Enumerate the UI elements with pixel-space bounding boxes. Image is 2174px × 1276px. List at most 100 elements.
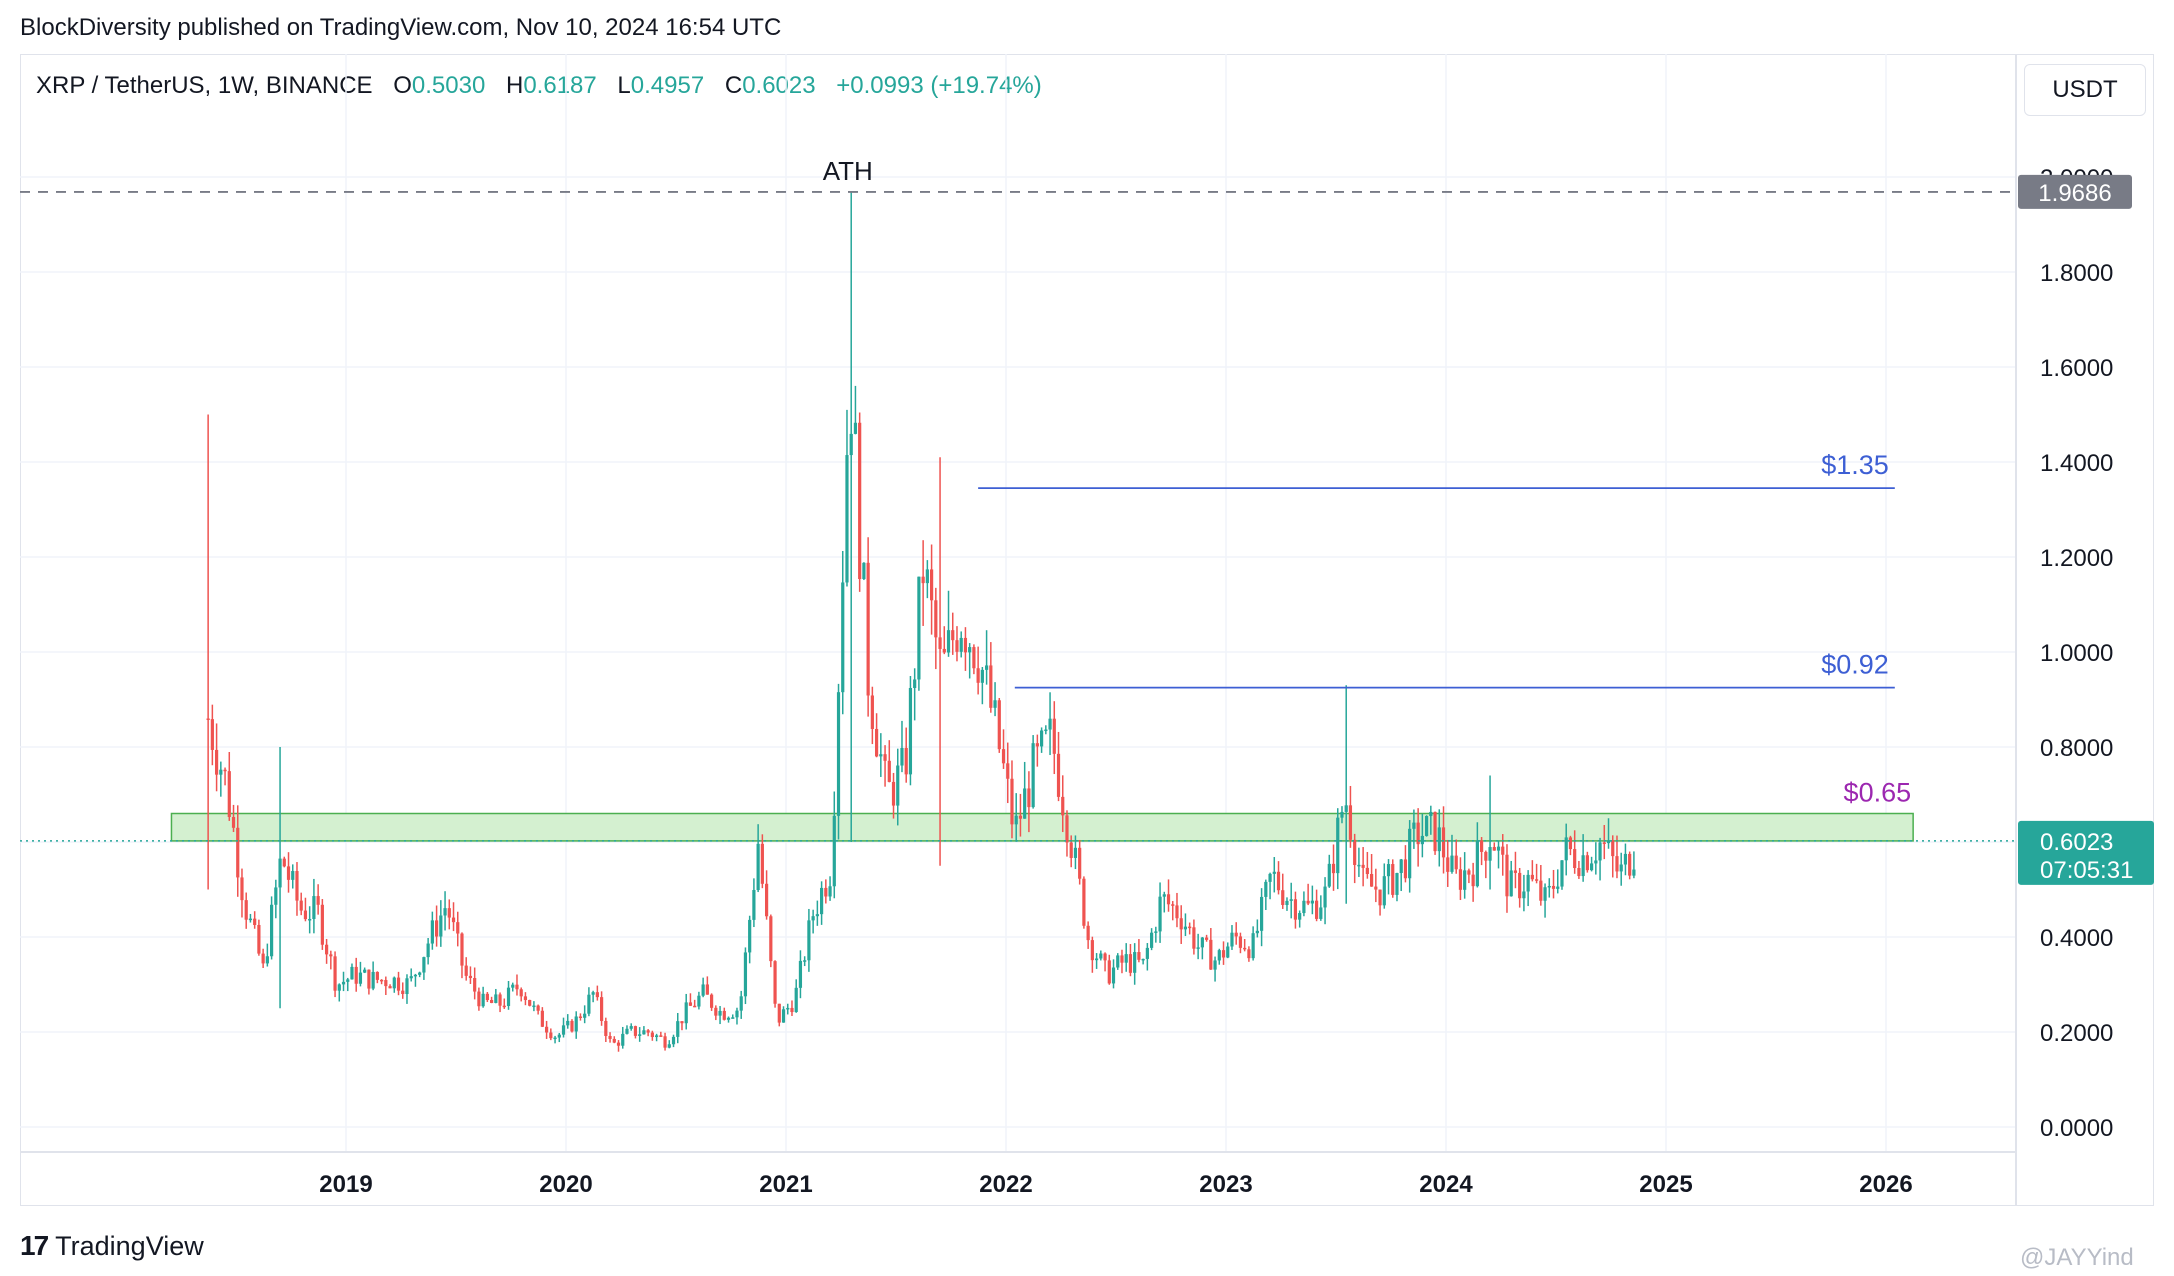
candle-body bbox=[731, 1017, 735, 1019]
candle-body bbox=[1450, 855, 1454, 872]
candle-body bbox=[887, 760, 891, 782]
candle-body bbox=[993, 700, 997, 708]
candle-body bbox=[739, 996, 743, 1011]
candle-body bbox=[684, 1002, 688, 1024]
candle-body bbox=[942, 648, 946, 653]
candle-body bbox=[1374, 886, 1378, 890]
candle-body bbox=[324, 944, 329, 955]
candle-body bbox=[392, 977, 396, 989]
legend-symbol[interactable]: XRP / TetherUS, 1W, BINANCE bbox=[36, 72, 373, 99]
y-tick-label: 1.6000 bbox=[2040, 355, 2113, 382]
candle-body bbox=[1111, 967, 1116, 984]
candle-body bbox=[659, 1035, 663, 1037]
candle-body bbox=[561, 1025, 566, 1035]
candle-body bbox=[1213, 960, 1217, 970]
candle-body bbox=[824, 887, 828, 897]
candle-body bbox=[1340, 811, 1344, 818]
candle-body bbox=[917, 576, 921, 680]
candle-body bbox=[849, 433, 853, 456]
candle-body bbox=[1429, 811, 1433, 817]
x-tick-label: 2021 bbox=[759, 1171, 812, 1198]
candle-body bbox=[756, 843, 760, 891]
tradingview-brand: TradingView bbox=[55, 1230, 204, 1261]
candle-body bbox=[1628, 853, 1632, 876]
candle-body bbox=[1399, 859, 1403, 874]
y-tick-label: 1.0000 bbox=[2040, 640, 2113, 667]
candle-body bbox=[244, 900, 248, 920]
candle-body bbox=[646, 1030, 650, 1033]
candle-body bbox=[1010, 778, 1014, 825]
candle-body bbox=[1501, 846, 1505, 855]
candle-body bbox=[210, 719, 214, 750]
ath-label: ATH bbox=[823, 156, 873, 186]
publisher-line: BlockDiversity published on TradingView.… bbox=[20, 14, 782, 41]
candle-body bbox=[1433, 811, 1437, 852]
candle-body bbox=[1171, 904, 1175, 906]
candle-body bbox=[604, 1020, 608, 1037]
candle-body bbox=[1344, 805, 1348, 812]
candle-body bbox=[1365, 867, 1369, 875]
candle-body bbox=[790, 1007, 794, 1013]
candle-body bbox=[443, 908, 447, 916]
candle-body bbox=[1353, 839, 1357, 865]
candle-body bbox=[748, 919, 752, 953]
candle-body bbox=[807, 920, 811, 961]
candle-body bbox=[1226, 946, 1230, 958]
candle-body bbox=[811, 916, 815, 921]
candle-body bbox=[1454, 855, 1458, 870]
candle-body bbox=[1395, 873, 1399, 895]
candle-body bbox=[984, 665, 989, 670]
candle-body bbox=[1251, 933, 1255, 959]
candle-body bbox=[925, 569, 929, 584]
support-zone bbox=[170, 812, 1914, 842]
candle-body bbox=[371, 971, 375, 989]
candle-body bbox=[1361, 864, 1365, 868]
candle-body bbox=[1568, 837, 1573, 850]
candle-body bbox=[1086, 925, 1090, 941]
candle-body bbox=[291, 871, 295, 880]
candle-body bbox=[1128, 954, 1133, 973]
candle-body bbox=[337, 984, 341, 991]
candle-body bbox=[1573, 849, 1577, 869]
candle-body bbox=[836, 692, 841, 816]
candle-body bbox=[1615, 856, 1619, 872]
candle-body bbox=[341, 981, 346, 985]
legend-open-label: O bbox=[393, 72, 412, 99]
candle-body bbox=[1238, 936, 1243, 948]
candle-body bbox=[401, 990, 405, 995]
candle-body bbox=[409, 976, 413, 979]
candle-body bbox=[502, 1005, 506, 1008]
candle-body bbox=[1471, 874, 1475, 887]
candle-body bbox=[650, 1032, 654, 1038]
candle-body bbox=[1065, 815, 1069, 843]
candle-body bbox=[384, 980, 388, 987]
x-tick-label: 2019 bbox=[319, 1171, 372, 1198]
candle-body bbox=[803, 960, 807, 962]
candle-body bbox=[1632, 869, 1636, 876]
candle-body bbox=[553, 1037, 557, 1040]
currency-button[interactable]: USDT bbox=[2024, 64, 2146, 116]
candle-body bbox=[308, 918, 312, 921]
candle-body bbox=[1331, 863, 1336, 874]
candle-body bbox=[1183, 926, 1188, 930]
candle-body bbox=[1078, 847, 1082, 879]
candle-body bbox=[938, 637, 942, 649]
candle-body bbox=[896, 765, 900, 806]
candle-body bbox=[794, 987, 798, 1013]
chart-legend: XRP / TetherUS, 1W, BINANCE O0.5030 H0.6… bbox=[36, 72, 1042, 100]
time-axis: 2019 2020 2021 2022 2023 2024 2025 2026 bbox=[319, 1171, 1912, 1198]
candle-body bbox=[625, 1028, 629, 1034]
candle-body bbox=[354, 966, 358, 984]
candle-body bbox=[642, 1030, 646, 1035]
candle-body bbox=[430, 920, 434, 944]
candle-body bbox=[1293, 899, 1298, 920]
candle-body bbox=[1158, 896, 1162, 932]
tradingview-logo[interactable]: 17 TradingView bbox=[20, 1230, 204, 1262]
candle-body bbox=[718, 1010, 722, 1016]
candle-body bbox=[506, 987, 511, 1006]
candle-body bbox=[265, 956, 269, 964]
candle-body bbox=[426, 943, 430, 958]
candle-body bbox=[1458, 869, 1463, 890]
candle-body bbox=[1437, 827, 1441, 852]
